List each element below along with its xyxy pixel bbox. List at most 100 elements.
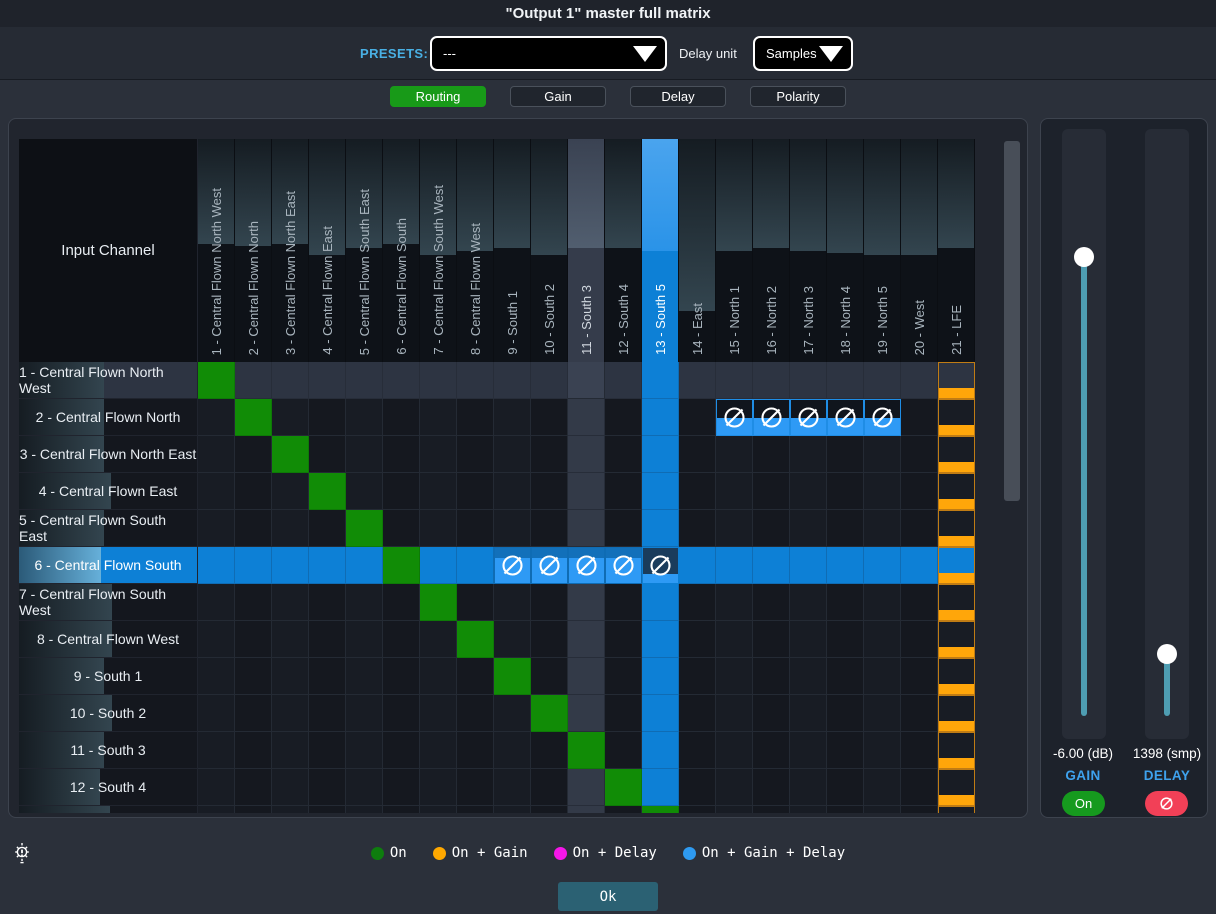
matrix-cell-r13-c20[interactable] xyxy=(901,806,938,813)
gain-slider-handle[interactable] xyxy=(1074,247,1094,267)
matrix-cell-r5-c21[interactable] xyxy=(938,510,975,547)
matrix-cell-r13-c18[interactable] xyxy=(827,806,864,813)
matrix-cell-r6-c13[interactable] xyxy=(642,547,679,584)
matrix-cell-r10-c6[interactable] xyxy=(383,695,420,732)
matrix-cell-r11-c13[interactable] xyxy=(642,732,679,769)
matrix-cell-r2-c2[interactable] xyxy=(235,399,272,436)
matrix-cell-r6-c18[interactable] xyxy=(827,547,864,584)
matrix-cell-r2-c18[interactable] xyxy=(827,399,864,436)
matrix-cell-r6-c17[interactable] xyxy=(790,547,827,584)
matrix-cell-r7-c21[interactable] xyxy=(938,584,975,621)
matrix-cell-r2-c8[interactable] xyxy=(457,399,494,436)
matrix-cell-r9-c8[interactable] xyxy=(457,658,494,695)
matrix-cell-r2-c21[interactable] xyxy=(938,399,975,436)
matrix-cell-r9-c9[interactable] xyxy=(494,658,531,695)
matrix-cell-r12-c14[interactable] xyxy=(679,769,716,806)
matrix-cell-r2-c11[interactable] xyxy=(568,399,605,436)
matrix-cell-r5-c7[interactable] xyxy=(420,510,457,547)
matrix-cell-r11-c18[interactable] xyxy=(827,732,864,769)
matrix-cell-r4-c15[interactable] xyxy=(716,473,753,510)
matrix-cell-r6-c2[interactable] xyxy=(235,547,272,584)
matrix-cell-r3-c11[interactable] xyxy=(568,436,605,473)
matrix-cell-r9-c17[interactable] xyxy=(790,658,827,695)
matrix-cell-r4-c12[interactable] xyxy=(605,473,642,510)
matrix-cell-r12-c18[interactable] xyxy=(827,769,864,806)
matrix-cell-r10-c15[interactable] xyxy=(716,695,753,732)
matrix-cell-r7-c7[interactable] xyxy=(420,584,457,621)
matrix-cell-r12-c7[interactable] xyxy=(420,769,457,806)
matrix-cell-r3-c20[interactable] xyxy=(901,436,938,473)
matrix-cell-r6-c1[interactable] xyxy=(198,547,235,584)
row-label-12[interactable]: 12 - South 4 xyxy=(19,769,198,806)
delay-slider-handle[interactable] xyxy=(1157,644,1177,664)
matrix-cell-r3-c3[interactable] xyxy=(272,436,309,473)
row-label-8[interactable]: 8 - Central Flown West xyxy=(19,621,198,658)
row-label-9[interactable]: 9 - South 1 xyxy=(19,658,198,695)
matrix-cell-r5-c9[interactable] xyxy=(494,510,531,547)
matrix-cell-r4-c1[interactable] xyxy=(198,473,235,510)
matrix-cell-r13-c4[interactable] xyxy=(309,806,346,813)
matrix-cell-r12-c19[interactable] xyxy=(864,769,901,806)
row-label-5[interactable]: 5 - Central Flown South East xyxy=(19,510,198,547)
matrix-cell-r13-c9[interactable] xyxy=(494,806,531,813)
row-label-4[interactable]: 4 - Central Flown East xyxy=(19,473,198,510)
tab-gain[interactable]: Gain xyxy=(510,86,606,107)
matrix-cell-r12-c20[interactable] xyxy=(901,769,938,806)
matrix-cell-r8-c4[interactable] xyxy=(309,621,346,658)
matrix-cell-r4-c6[interactable] xyxy=(383,473,420,510)
matrix-cell-r7-c4[interactable] xyxy=(309,584,346,621)
matrix-cell-r10-c9[interactable] xyxy=(494,695,531,732)
matrix-cell-r10-c18[interactable] xyxy=(827,695,864,732)
matrix-cell-r1-c16[interactable] xyxy=(753,362,790,399)
matrix-cell-r13-c13[interactable] xyxy=(642,806,679,813)
matrix-cell-r6-c16[interactable] xyxy=(753,547,790,584)
matrix-cell-r11-c3[interactable] xyxy=(272,732,309,769)
column-header-21[interactable]: 21 - LFE xyxy=(938,139,975,362)
matrix-cell-r8-c20[interactable] xyxy=(901,621,938,658)
matrix-cell-r3-c19[interactable] xyxy=(864,436,901,473)
tab-routing[interactable]: Routing xyxy=(390,86,486,107)
column-header-9[interactable]: 9 - South 1 xyxy=(494,139,531,362)
matrix-cell-r4-c14[interactable] xyxy=(679,473,716,510)
matrix-cell-r4-c20[interactable] xyxy=(901,473,938,510)
matrix-cell-r12-c11[interactable] xyxy=(568,769,605,806)
matrix-cell-r11-c21[interactable] xyxy=(938,732,975,769)
matrix-cell-r12-c15[interactable] xyxy=(716,769,753,806)
matrix-cell-r10-c16[interactable] xyxy=(753,695,790,732)
matrix-cell-r13-c16[interactable] xyxy=(753,806,790,813)
column-header-2[interactable]: 2 - Central Flown North xyxy=(235,139,272,362)
column-header-1[interactable]: 1 - Central Flown North West xyxy=(198,139,235,362)
matrix-cell-r11-c10[interactable] xyxy=(531,732,568,769)
matrix-cell-r5-c11[interactable] xyxy=(568,510,605,547)
matrix-cell-r1-c8[interactable] xyxy=(457,362,494,399)
ok-button[interactable]: Ok xyxy=(558,882,658,911)
matrix-cell-r11-c15[interactable] xyxy=(716,732,753,769)
matrix-cell-r12-c2[interactable] xyxy=(235,769,272,806)
matrix-cell-r1-c7[interactable] xyxy=(420,362,457,399)
matrix-cell-r1-c14[interactable] xyxy=(679,362,716,399)
matrix-cell-r3-c12[interactable] xyxy=(605,436,642,473)
matrix-cell-r1-c5[interactable] xyxy=(346,362,383,399)
matrix-cell-r7-c18[interactable] xyxy=(827,584,864,621)
matrix-cell-r1-c17[interactable] xyxy=(790,362,827,399)
matrix-cell-r2-c16[interactable] xyxy=(753,399,790,436)
matrix-cell-r9-c7[interactable] xyxy=(420,658,457,695)
matrix-cell-r13-c2[interactable] xyxy=(235,806,272,813)
matrix-cell-r5-c20[interactable] xyxy=(901,510,938,547)
delay-slider-track[interactable] xyxy=(1145,129,1189,739)
row-label-1[interactable]: 1 - Central Flown North West xyxy=(19,362,198,399)
matrix-cell-r8-c6[interactable] xyxy=(383,621,420,658)
matrix-cell-r7-c3[interactable] xyxy=(272,584,309,621)
matrix-cell-r1-c10[interactable] xyxy=(531,362,568,399)
matrix-cell-r10-c19[interactable] xyxy=(864,695,901,732)
matrix-cell-r5-c4[interactable] xyxy=(309,510,346,547)
matrix-cell-r1-c4[interactable] xyxy=(309,362,346,399)
matrix-cell-r12-c10[interactable] xyxy=(531,769,568,806)
matrix-cell-r7-c6[interactable] xyxy=(383,584,420,621)
matrix-cell-r3-c17[interactable] xyxy=(790,436,827,473)
matrix-cell-r5-c1[interactable] xyxy=(198,510,235,547)
matrix-cell-r6-c5[interactable] xyxy=(346,547,383,584)
polarity-toggle-button[interactable] xyxy=(1145,791,1188,816)
matrix-cell-r4-c11[interactable] xyxy=(568,473,605,510)
matrix-cell-r4-c5[interactable] xyxy=(346,473,383,510)
